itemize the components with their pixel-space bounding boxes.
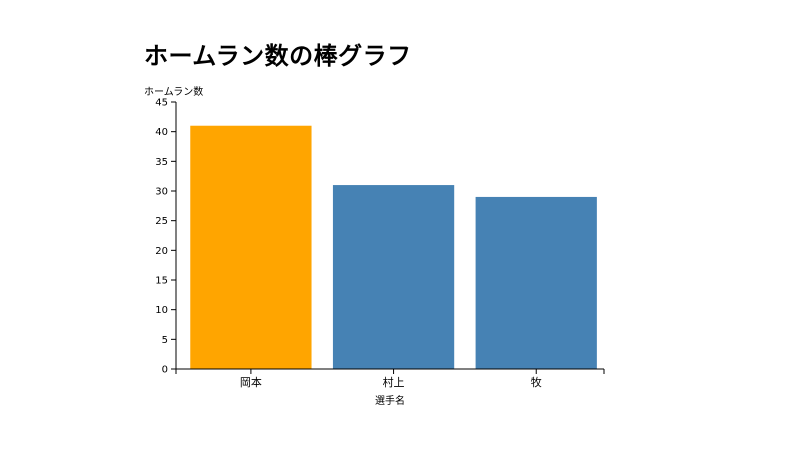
y-tick: 40 <box>155 127 176 138</box>
y-tick: 25 <box>155 216 176 227</box>
y-tick-label: 10 <box>155 305 168 316</box>
y-tick-label: 5 <box>162 335 168 346</box>
y-tick-label: 35 <box>155 157 168 168</box>
bars <box>190 125 597 369</box>
y-tick: 5 <box>162 335 176 346</box>
x-tick: 岡本 <box>240 369 262 389</box>
bar-牧 <box>475 196 597 369</box>
y-tick-label: 15 <box>155 276 168 287</box>
bar-村上 <box>332 185 455 369</box>
bar-岡本 <box>190 125 312 369</box>
y-axis: 0 5 10 15 20 25 30 35 40 45 <box>155 98 177 376</box>
y-tick: 30 <box>155 187 176 198</box>
y-tick-label: 0 <box>162 365 168 376</box>
y-tick: 45 <box>155 98 176 109</box>
y-tick: 35 <box>155 157 176 168</box>
y-tick: 15 <box>155 276 176 287</box>
x-tick-label: 牧 <box>531 375 542 389</box>
x-tick-label: 村上 <box>383 375 405 389</box>
x-tick: 村上 <box>383 369 405 389</box>
chart-title: ホームラン数の棒グラフ <box>144 42 412 70</box>
y-tick-label: 25 <box>155 216 168 227</box>
x-tick: 牧 <box>531 369 542 389</box>
y-tick-label: 20 <box>155 246 168 257</box>
y-tick-label: 40 <box>155 127 168 138</box>
x-axis-label: 選手名 <box>375 394 405 407</box>
y-axis-label: ホームラン数 <box>144 85 203 98</box>
y-tick: 10 <box>155 305 176 316</box>
y-tick: 20 <box>155 246 176 257</box>
y-tick-label: 30 <box>155 187 168 198</box>
x-axis: 岡本 村上 牧 <box>175 368 605 389</box>
y-tick-label: 45 <box>155 98 168 109</box>
x-tick-label: 岡本 <box>240 375 262 389</box>
y-tick: 0 <box>162 365 176 376</box>
